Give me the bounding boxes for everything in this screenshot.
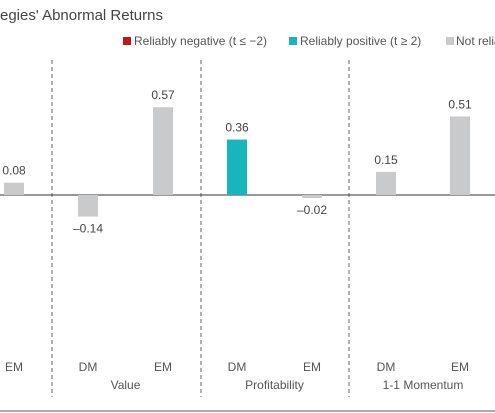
group-dividers — [51, 60, 350, 397]
bar — [4, 182, 24, 195]
data-label: 0.15 — [374, 153, 398, 167]
x-tick-labels: EM DM EM DM EM DM EM — [5, 360, 469, 374]
group-labels: Value Profitability 1-1 Momentum — [111, 378, 464, 392]
bar — [450, 116, 470, 195]
x-tick-label: DM — [228, 360, 247, 374]
data-label: 0.57 — [151, 88, 175, 102]
bars: 0.08 –0.14 0.57 0.36 –0.02 0.15 0.51 — [2, 88, 472, 235]
x-tick-label: EM — [5, 360, 23, 374]
data-label: –0.14 — [73, 222, 103, 236]
legend-swatch — [446, 37, 454, 45]
group-label: Value — [111, 378, 141, 392]
chart-title: egies' Abnormal Returns — [0, 7, 163, 24]
legend-swatch — [123, 37, 131, 45]
legend-label: Not relia — [456, 34, 495, 48]
data-label: 0.51 — [448, 97, 472, 111]
data-label: –0.02 — [297, 203, 327, 217]
bar — [78, 195, 98, 217]
bar — [302, 195, 322, 199]
legend: Reliably negative (t ≤ −2) Reliably posit… — [123, 34, 495, 48]
legend-label: Reliably positive (t ≥ 2) — [300, 34, 421, 48]
x-tick-label: DM — [79, 360, 98, 374]
x-tick-label: EM — [451, 360, 469, 374]
data-label: 0.36 — [225, 121, 249, 135]
bar — [376, 171, 396, 195]
x-tick-label: EM — [303, 360, 321, 374]
bar — [227, 139, 247, 195]
legend-label: Reliably negative (t ≤ −2) — [134, 34, 267, 48]
legend-swatch — [289, 37, 297, 45]
bar — [153, 107, 173, 195]
group-label: Profitability — [245, 378, 304, 392]
data-label: 0.08 — [2, 164, 26, 178]
group-label: 1-1 Momentum — [383, 378, 464, 392]
x-tick-label: EM — [154, 360, 172, 374]
x-tick-label: DM — [377, 360, 396, 374]
